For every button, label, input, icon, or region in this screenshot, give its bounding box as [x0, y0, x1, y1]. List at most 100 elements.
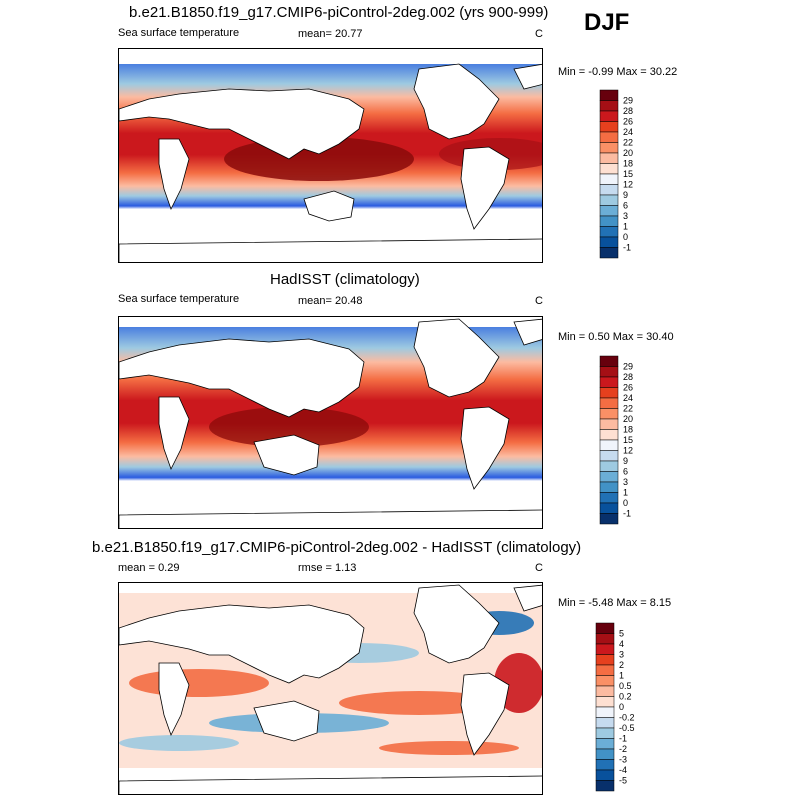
colorbar-tick-label: 3 [619, 650, 624, 660]
colorbar-tick-label: 22 [623, 404, 633, 414]
panel2-map [118, 316, 543, 529]
panel2-title: HadISST (climatology) [270, 271, 420, 288]
panel1-mean-label: mean= 20.77 [298, 29, 363, 40]
colorbar-tick-label: -3 [619, 755, 627, 765]
colorbar-swatch [595, 633, 615, 645]
colorbar-swatch [595, 685, 615, 697]
colorbar-swatch [595, 759, 615, 771]
colorbar-swatch [599, 110, 619, 122]
colorbar-tick-label: 18 [623, 425, 633, 435]
panel1-min-label: Min = [558, 66, 586, 78]
panel3-min-label: Min = [558, 597, 586, 609]
panel3-map [118, 582, 543, 795]
colorbar-swatch [599, 502, 619, 514]
colorbar-swatch [599, 471, 619, 483]
panel1-min-value: -0.99 [588, 66, 614, 78]
colorbar-swatch [595, 654, 615, 666]
colorbar-swatch [595, 769, 615, 781]
colorbar-swatch [595, 780, 615, 792]
panel2-units: C [535, 295, 543, 307]
panel3-units: C [535, 562, 543, 574]
panel2-variable-label: Sea surface temperature [118, 293, 240, 305]
colorbar-tick-label: 15 [623, 169, 633, 179]
panel3-rmse-label: rmse = 1.13 [298, 563, 356, 574]
colorbar-tick-label: 4 [619, 639, 624, 649]
panel1-max-label: Max = [616, 66, 647, 78]
colorbar-swatch [599, 418, 619, 430]
colorbar-swatch [595, 748, 615, 760]
colorbar-tick-label: 0.5 [619, 681, 632, 691]
colorbar-tick-label: 6 [623, 467, 628, 477]
colorbar-swatch [599, 89, 619, 101]
colorbar-tick-label: 0.2 [619, 692, 632, 702]
colorbar-swatch [599, 236, 619, 248]
colorbar-swatch [595, 696, 615, 708]
panel3-min-value: -5.48 [588, 597, 614, 609]
colorbar-swatch [599, 163, 619, 175]
colorbar-tick-label: -1 [619, 734, 627, 744]
colorbar-swatch [599, 460, 619, 472]
colorbar-tick-label: 20 [623, 148, 633, 158]
colorbar-swatch [595, 717, 615, 729]
colorbar-swatch [599, 100, 619, 112]
colorbar-swatch [599, 226, 619, 238]
panel3-mean-prefix: mean = [118, 562, 155, 574]
panel3-rmse-value: 1.13 [335, 562, 357, 574]
panel1-mean-prefix: mean= [298, 28, 332, 40]
colorbar-tick-label: -4 [619, 765, 627, 775]
colorbar-swatch [599, 481, 619, 493]
colorbar-tick-label: 28 [623, 372, 633, 382]
panel1-title: b.e21.B1850.f19_g17.CMIP6-piControl-2deg… [129, 4, 549, 21]
panel2-mean-label: mean= 20.48 [298, 296, 363, 307]
panel3-rmse-prefix: rmse = [298, 562, 332, 574]
colorbar-swatch [595, 664, 615, 676]
colorbar-swatch [595, 643, 615, 655]
colorbar-swatch [599, 513, 619, 525]
colorbar-tick-label: 28 [623, 106, 633, 116]
colorbar-swatch [599, 429, 619, 441]
colorbar-tick-label: 24 [623, 393, 633, 403]
colorbar-swatch [599, 355, 619, 367]
panel2-minmax: Min = 0.50 Max = 30.40 [558, 332, 674, 343]
panel3-mean-value: 0.29 [158, 562, 180, 574]
season-label: DJF [584, 9, 630, 36]
colorbar-tick-label: 5 [619, 629, 624, 639]
colorbar-tick-label: 0 [619, 702, 624, 712]
colorbar-swatch [599, 173, 619, 185]
colorbar-tick-label: 26 [623, 117, 633, 127]
panel1-map [118, 48, 543, 263]
colorbar-tick-label: 29 [623, 96, 633, 106]
panel1-variable-label: Sea surface temperature [118, 27, 240, 39]
colorbar-tick-label: 0 [623, 232, 628, 242]
colorbar-tick-label: 9 [623, 190, 628, 200]
colorbar-tick-label: -5 [619, 776, 627, 786]
colorbar-tick-label: 26 [623, 383, 633, 393]
colorbar-swatch [599, 131, 619, 143]
colorbar-tick-label: -0.2 [619, 713, 635, 723]
colorbar-swatch [599, 492, 619, 504]
colorbar-tick-label: 12 [623, 180, 633, 190]
colorbar-swatch [599, 376, 619, 388]
colorbar-swatch [599, 194, 619, 206]
colorbar-swatch [595, 738, 615, 750]
colorbar-swatch [599, 366, 619, 378]
colorbar-tick-label: -1 [623, 509, 631, 519]
colorbar-tick-label: 29 [623, 362, 633, 372]
colorbar-swatch [599, 142, 619, 154]
colorbar-tick-label: 3 [623, 211, 628, 221]
colorbar-tick-label: 18 [623, 159, 633, 169]
colorbar-swatch [595, 622, 615, 634]
panel1-max-value: 30.22 [649, 66, 678, 78]
colorbar-tick-label: 2 [619, 660, 624, 670]
colorbar-swatch [599, 247, 619, 259]
colorbar-tick-label: 1 [623, 488, 628, 498]
colorbar-swatch [595, 706, 615, 718]
panel2-mean-prefix: mean= [298, 295, 332, 307]
colorbar-swatch [599, 215, 619, 227]
colorbar-tick-label: 24 [623, 127, 633, 137]
panel3-mean-label: mean = 0.29 [118, 563, 179, 574]
panel3-minmax: Min = -5.48 Max = 8.15 [558, 598, 671, 609]
colorbar-tick-label: 12 [623, 446, 633, 456]
